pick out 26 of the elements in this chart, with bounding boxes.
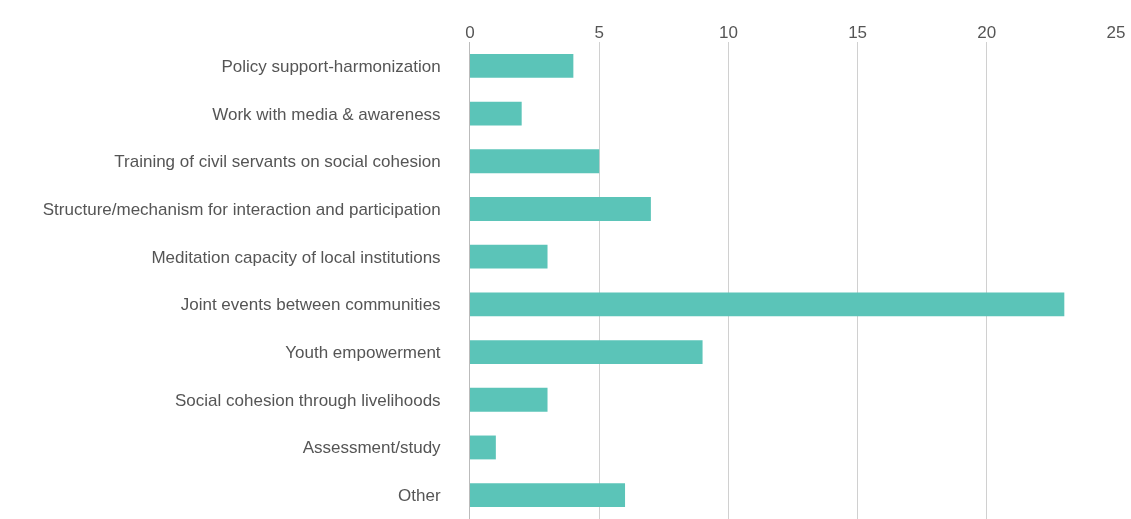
bar: [470, 149, 600, 174]
x-tick-label: 15: [848, 22, 868, 42]
bar: [470, 387, 548, 412]
y-tick-label: Work with media & awareness: [212, 104, 441, 124]
x-tick-label: 20: [977, 22, 997, 42]
x-tick-label: 5: [594, 22, 604, 42]
y-tick-label: Policy support-harmonization: [221, 56, 441, 76]
bar: [470, 244, 548, 269]
bar: [470, 53, 574, 78]
bar: [470, 197, 651, 221]
y-tick-label: Joint events between communities: [180, 295, 441, 315]
y-tick-label: Youth empowerment: [285, 343, 441, 362]
y-tick-label: Meditation capacity of local institutions: [151, 247, 441, 267]
x-tick-label: 0: [465, 22, 475, 42]
y-tick-label: Social cohesion through livelihoods: [175, 390, 441, 410]
x-tick-label: 25: [1106, 22, 1126, 42]
bar: [470, 101, 522, 126]
x-tick-label: 10: [718, 22, 738, 42]
bar: [470, 483, 626, 508]
bar: [470, 292, 1065, 317]
y-tick-label: Other: [398, 486, 441, 506]
bar: [470, 435, 496, 460]
y-tick-label: Training of civil servants on social cohesion: [114, 152, 441, 172]
bar: [470, 340, 703, 364]
y-tick-label: Structure/mechanism for interaction and participation: [42, 199, 441, 219]
y-tick-label: Assessment/study: [302, 438, 442, 458]
